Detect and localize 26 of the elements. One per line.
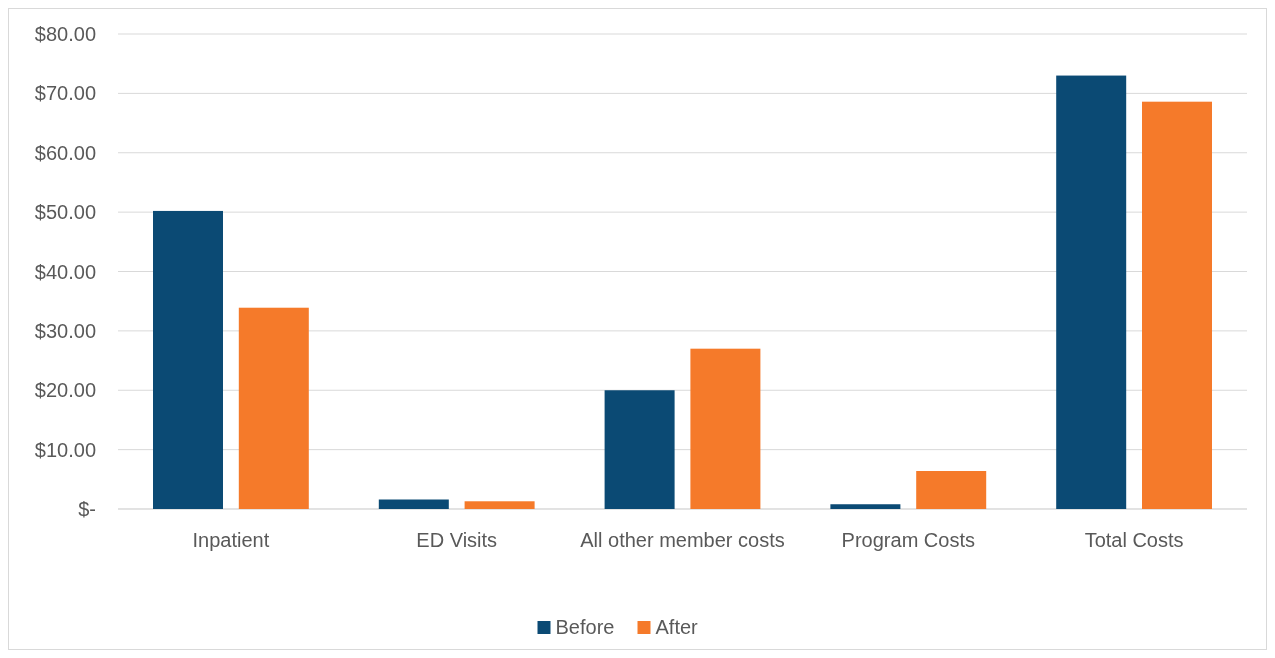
bar <box>1056 75 1127 509</box>
y-tick-label: $40.00 <box>34 260 96 283</box>
legend-label: Before <box>555 616 615 638</box>
bar <box>690 348 761 509</box>
bar <box>916 471 987 509</box>
bar <box>604 390 675 509</box>
x-tick-label: Total Costs <box>1084 529 1184 551</box>
bar <box>378 499 449 509</box>
bar <box>464 501 535 509</box>
y-tick-label: $20.00 <box>34 379 96 402</box>
y-tick-label: $60.00 <box>34 141 96 164</box>
y-tick-label: $10.00 <box>34 438 96 461</box>
y-tick-label: $80.00 <box>34 23 96 45</box>
x-tick-label: All other member costs <box>580 529 785 551</box>
bar <box>830 504 901 509</box>
x-tick-label: Inpatient <box>192 529 270 551</box>
y-tick-label: $30.00 <box>34 319 96 342</box>
legend-label: After <box>655 616 699 638</box>
y-tick-label: $- <box>78 498 96 520</box>
x-tick-label: ED Visits <box>416 529 498 551</box>
y-tick-label: $50.00 <box>34 201 96 224</box>
y-tick-label: $70.00 <box>34 82 96 105</box>
x-tick-label: Program Costs <box>841 529 975 551</box>
bar <box>153 210 223 509</box>
bar <box>238 307 309 509</box>
bar <box>1142 101 1212 509</box>
